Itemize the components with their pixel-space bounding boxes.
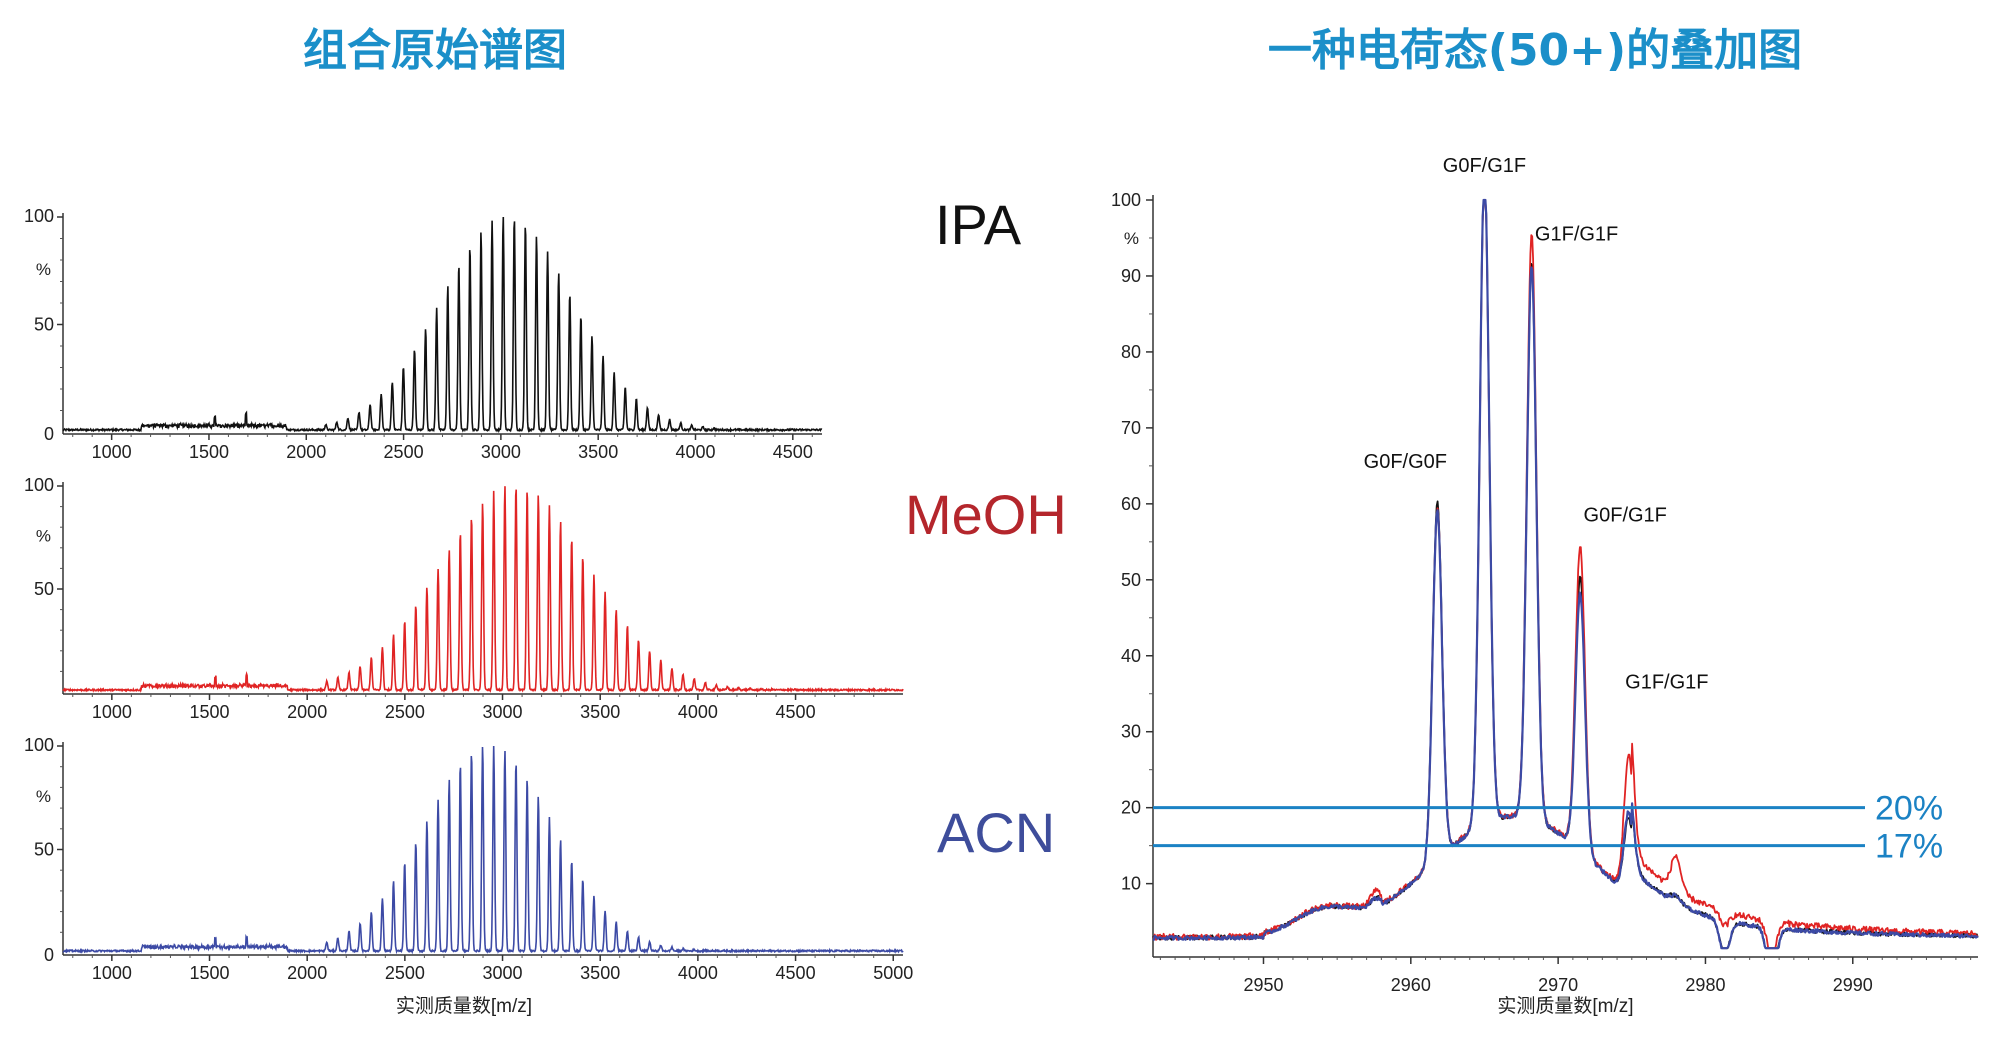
overlay-y-tick-label: 30 bbox=[1121, 722, 1141, 742]
x-tick-label: 3000 bbox=[481, 442, 521, 462]
threshold-label: 20% bbox=[1875, 790, 1943, 828]
overlay-trace-acn bbox=[1152, 198, 1979, 950]
overlay-x-axis-label: 实测质量数[m/z] bbox=[1497, 995, 1633, 1017]
spectrum-trace bbox=[62, 486, 904, 694]
overlay-y-tick-label: 50 bbox=[1121, 570, 1141, 590]
x-tick-label: 1500 bbox=[189, 963, 229, 983]
x-tick-label: 5000 bbox=[873, 963, 913, 983]
x-tick-label: 1000 bbox=[92, 442, 132, 462]
x-tick-label: 1500 bbox=[189, 442, 229, 462]
x-tick-label: 4500 bbox=[776, 963, 816, 983]
left-x-axis-label: 实测质量数[m/z] bbox=[396, 995, 532, 1017]
x-tick-label: 3500 bbox=[580, 963, 620, 983]
solvent-label-ipa: IPA bbox=[935, 193, 1022, 256]
overlay-x-tick-label: 2960 bbox=[1391, 975, 1431, 995]
x-tick-label: 2000 bbox=[287, 963, 327, 983]
threshold-label: 17% bbox=[1875, 828, 1943, 866]
x-tick-label: 3500 bbox=[580, 702, 620, 722]
x-tick-label: 3000 bbox=[483, 963, 523, 983]
x-tick-label: 1000 bbox=[92, 963, 132, 983]
overlay-x-tick-label: 2950 bbox=[1243, 975, 1283, 995]
overlay-chart: 10 20 30 40 50 60 70 80 90 100% 2950 2960 2970 2980 29… bbox=[1111, 155, 1979, 1017]
overlay-y-tick-label: 100 bbox=[1111, 190, 1141, 210]
spectrum-trace bbox=[62, 216, 823, 434]
y-unit-label: % bbox=[36, 260, 51, 279]
x-tick-label: 1500 bbox=[189, 702, 229, 722]
y-tick-label: 50 bbox=[34, 579, 54, 599]
peak-label: G0F/G1F bbox=[1443, 155, 1526, 177]
y-tick-label: 0 bbox=[44, 424, 54, 444]
right-panel-title: 一种电荷态(50+)的叠加图 bbox=[1267, 25, 1803, 76]
x-tick-label: 1000 bbox=[92, 702, 132, 722]
x-tick-label: 2000 bbox=[287, 702, 327, 722]
y-tick-label: 50 bbox=[34, 840, 54, 860]
overlay-x-tick-label: 2980 bbox=[1685, 975, 1725, 995]
y-unit-label: % bbox=[36, 787, 51, 806]
overlay-y-tick-label: 80 bbox=[1121, 342, 1141, 362]
peak-label: G1F/G1F bbox=[1535, 223, 1618, 245]
y-tick-label: 50 bbox=[34, 315, 54, 335]
x-tick-label: 2500 bbox=[384, 442, 424, 462]
spectrum-trace bbox=[62, 745, 904, 955]
x-tick-label: 4500 bbox=[776, 702, 816, 722]
overlay-x-tick-label: 2970 bbox=[1538, 975, 1578, 995]
spectrum-meoh: 100% 50 1000 1500 2000 2500 3000 3500 4000 4500 bbox=[24, 475, 904, 722]
overlay-y-tick-label: 10 bbox=[1121, 874, 1141, 894]
overlay-y-tick-label: 60 bbox=[1121, 494, 1141, 514]
y-unit-label: % bbox=[36, 527, 51, 546]
x-tick-label: 2500 bbox=[385, 963, 425, 983]
solvent-label-acn: ACN bbox=[937, 801, 1056, 864]
overlay-y-unit: % bbox=[1124, 229, 1139, 248]
x-tick-label: 2000 bbox=[286, 442, 326, 462]
x-tick-label: 3000 bbox=[483, 702, 523, 722]
x-tick-label: 4500 bbox=[773, 442, 813, 462]
x-tick-label: 2500 bbox=[385, 702, 425, 722]
overlay-y-tick-label: 20 bbox=[1121, 798, 1141, 818]
y-tick-label: 100 bbox=[24, 735, 54, 755]
x-tick-label: 4000 bbox=[678, 702, 718, 722]
x-tick-label: 4000 bbox=[678, 963, 718, 983]
y-tick-label: 100 bbox=[24, 475, 54, 495]
overlay-x-tick-label: 2990 bbox=[1833, 975, 1873, 995]
peak-label: G1F/G1F bbox=[1625, 672, 1708, 694]
overlay-y-tick-label: 40 bbox=[1121, 646, 1141, 666]
overlay-y-tick-label: 90 bbox=[1121, 266, 1141, 286]
peak-label: G0F/G1F bbox=[1584, 504, 1667, 526]
peak-label: G0F/G0F bbox=[1364, 451, 1447, 473]
left-panel-title: 组合原始谱图 bbox=[303, 25, 567, 76]
x-tick-label: 3500 bbox=[578, 442, 618, 462]
y-tick-label: 0 bbox=[44, 945, 54, 965]
solvent-label-meoh: MeOH bbox=[905, 483, 1067, 546]
x-tick-label: 4000 bbox=[675, 442, 715, 462]
overlay-y-tick-label: 70 bbox=[1121, 418, 1141, 438]
y-tick-label: 100 bbox=[24, 206, 54, 226]
